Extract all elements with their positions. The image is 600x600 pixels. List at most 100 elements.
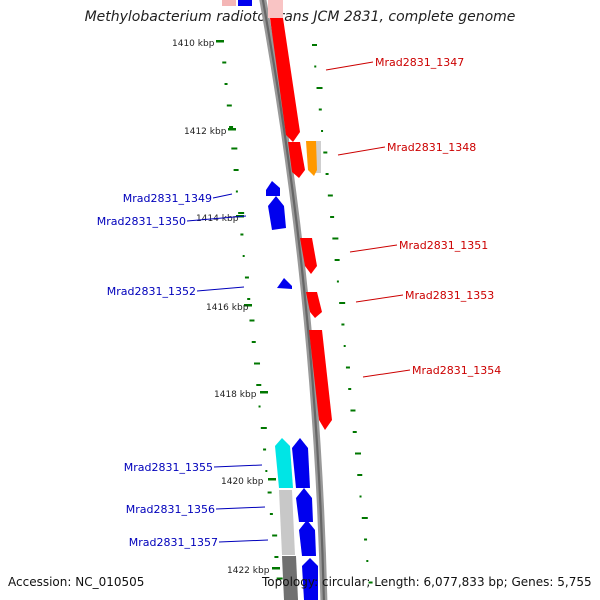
gc-dot-right [341,323,345,326]
gc-dot-left [260,427,267,429]
gene-arrow-mrad2831-1354 [309,330,332,430]
gc-dot-right [352,431,357,433]
gc-dot-right [361,517,368,519]
gc-dot-right [355,452,361,455]
label-leader-lines [186,61,411,543]
genome-backbone-core [261,0,325,600]
leader-line [355,294,404,303]
leader-line [196,286,245,292]
gc-dot-right [323,151,328,154]
gene-arrow-mrad2831-1348 [288,142,305,178]
gene-label-reverse[interactable]: Mrad2831_1349 [123,192,212,205]
gene-arrow-mrad2831-1348b [306,141,317,176]
gene-label-forward[interactable]: Mrad2831_1351 [399,239,488,252]
gc-dot-right [350,409,356,412]
gene-arrow-mrad2831-1353 [306,292,322,318]
gc-dot-left [263,448,267,451]
gene-label-reverse[interactable]: Mrad2831_1350 [97,215,186,228]
gc-dot-right [345,366,350,369]
gc-dot-right [312,44,317,46]
gene-label-forward[interactable]: Mrad2831_1354 [412,364,501,377]
gene-fade-1347 [268,0,283,18]
gc-dot-right [321,130,324,132]
leader-line [215,506,266,510]
gene-label-reverse[interactable]: Mrad2831_1357 [129,536,218,549]
gc-dot-right [357,474,363,476]
tick-label: 1414 kbp [196,214,239,224]
map-title: Methylobacterium radiotolerans JCM 2831,… [84,9,516,25]
gc-dot-left [244,276,249,279]
gc-dot-left [258,405,261,408]
accession-text: Accession: NC_010505 [8,575,145,589]
gc-dot-left [247,298,251,300]
gc-dot-left [254,362,261,365]
tick-mark [216,40,224,43]
tick-mark [260,391,268,394]
gc-dot-left [231,147,238,150]
gc-dot-left [249,319,255,322]
gc-dot-right [330,216,335,218]
gc-dot-right [366,560,369,562]
gene-arrow-mrad2831-1355-cyan [275,438,293,488]
gene-label-forward[interactable]: Mrad2831_1347 [375,56,464,69]
tick-label: 1412 kbp [184,127,227,137]
topology-text: Topology: circular; Length: 6,077,833 bp… [262,575,592,589]
gc-dot-right [336,280,339,283]
gc-dot-left [267,491,272,494]
gc-dot-left [265,470,268,472]
gc-dot-left [242,255,245,257]
gene-top-blue [238,0,252,6]
gc-dot-right [316,87,323,89]
gene-arrow-mrad2831-1357 [299,520,316,556]
gc-dot-right [325,173,329,175]
gc-dot-right [314,65,317,68]
tick-mark [268,478,276,481]
tick-label: 1416 kbp [206,303,249,313]
gc-dot-right [327,194,333,197]
gene-arrow-mrad2831-1349 [266,181,280,196]
tick-mark [244,304,252,307]
gc-dot-left [276,577,283,580]
leader-line [337,146,386,156]
leader-line [362,369,411,378]
leader-line [212,193,233,199]
tick-label: 1422 kbp [227,566,270,576]
gc-dot-left [272,534,278,537]
gene-arrow-mrad2831-1356 [296,488,313,522]
gene-label-reverse[interactable]: Mrad2831_1356 [126,503,215,516]
gene-label-reverse[interactable]: Mrad2831_1355 [124,461,213,474]
gene-label-reverse[interactable]: Mrad2831_1352 [107,285,196,298]
gc-dot-left [233,169,239,171]
gene-top-pink [222,0,236,6]
gene-arrow-mrad2831-1355 [292,438,310,488]
gc-dot-left [226,104,232,107]
gene-labels: Mrad2831_1347 Mrad2831_1348 Mrad2831_1351 M… [97,56,501,549]
gc-dot-right [343,345,346,347]
gc-dot-left [224,83,228,85]
leader-line [218,539,269,543]
gc-dot-left [229,126,234,128]
gene-arrow-mrad2831-1350 [268,196,286,230]
tick-label: 1420 kbp [221,477,264,487]
leader-line [186,215,247,222]
gc-dot-left [222,61,227,64]
gene-label-forward[interactable]: Mrad2831_1348 [387,141,476,154]
gc-dot-right [334,259,340,261]
gc-dot-tracks [220,40,373,584]
gc-dot-left [256,384,262,386]
gc-dot-left [238,212,245,214]
gc-dot-right [368,581,373,584]
gc-dot-right [318,108,322,111]
gc-dot-left [251,341,256,343]
tick-mark [272,567,280,570]
gene-arrow-mrad2831-1351 [300,238,317,274]
gc-dot-right [332,237,339,240]
position-ticks: 1410 kbp 1412 kbp 1414 kbp 1416 kbp 1418 kbp… [172,39,280,576]
gene-gray-block-dark [282,556,298,600]
tick-label: 1418 kbp [214,390,257,400]
gc-dot-right [359,495,362,498]
tick-mark [228,128,236,131]
gene-label-forward[interactable]: Mrad2831_1353 [405,289,494,302]
